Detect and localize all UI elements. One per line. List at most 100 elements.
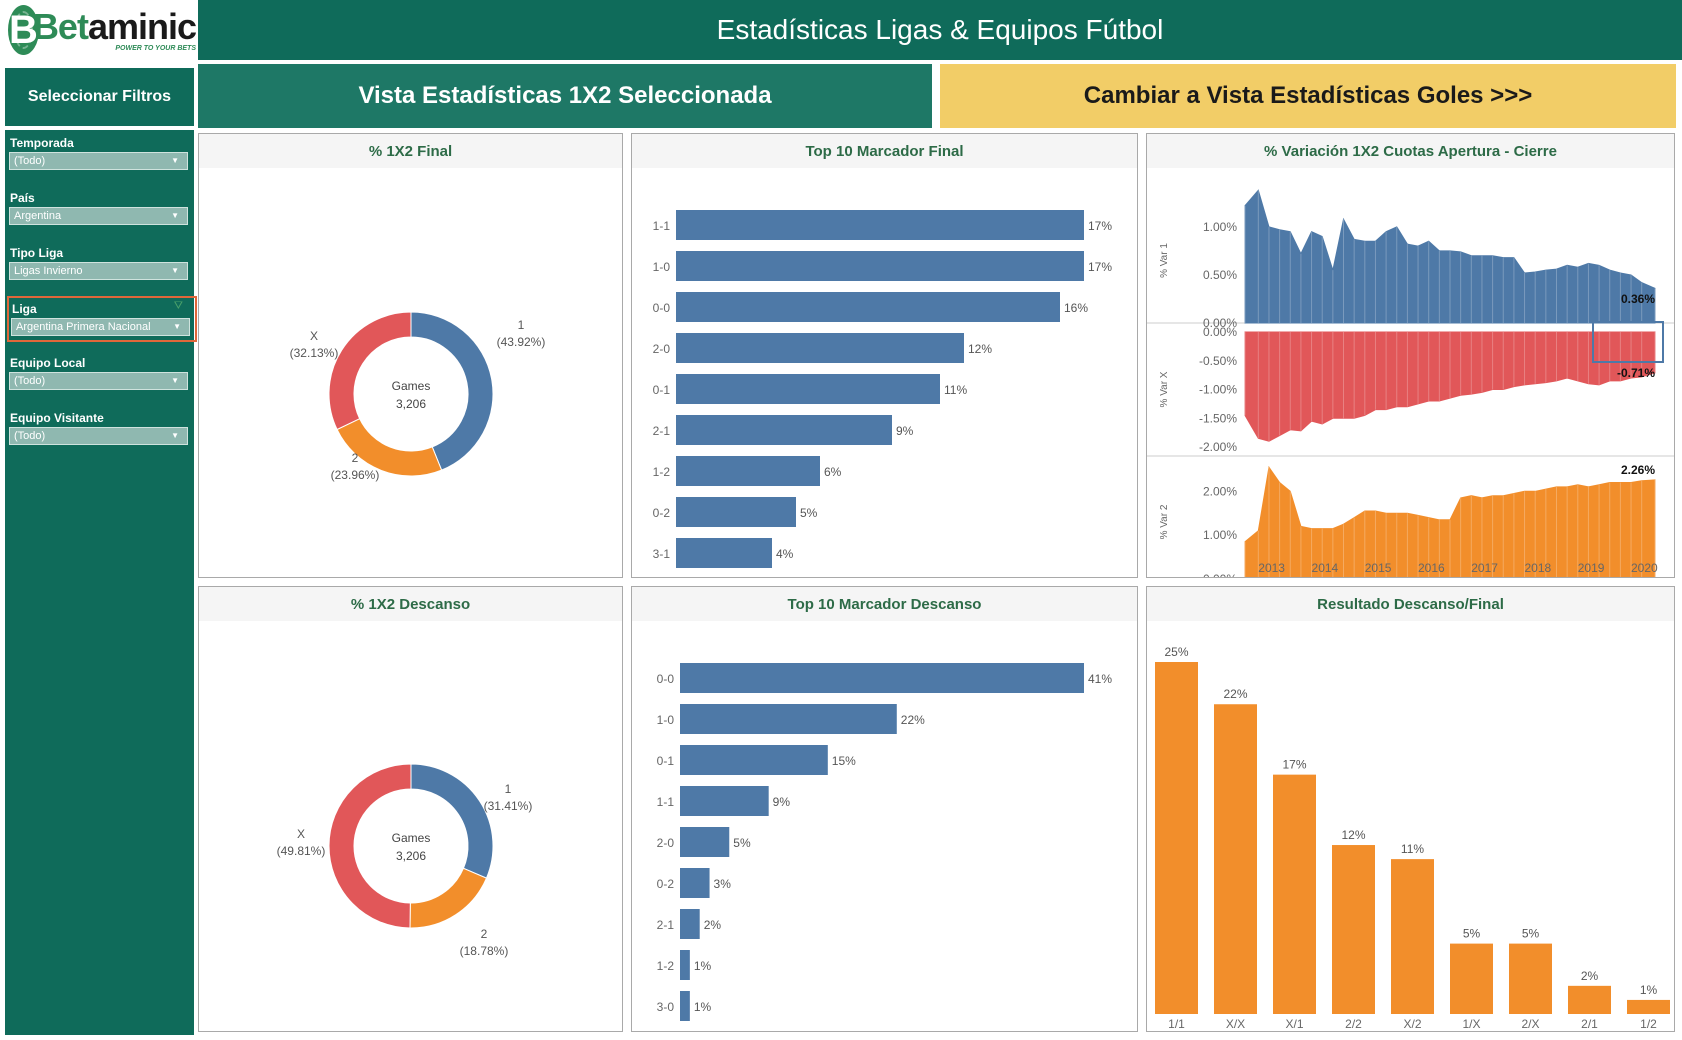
x-tick-label: 2014 — [1312, 561, 1339, 575]
slice-percent-label: (32.13%) — [290, 346, 339, 360]
end-value-label: -0.71% — [1617, 366, 1655, 380]
donut-descanso-chart: 1 (31.41%) 2 (18.78%) X (49.81%) Games 3,206 — [277, 763, 533, 958]
bar-2-0 — [680, 827, 730, 857]
dropdown-value: Ligas Invierno — [14, 265, 83, 277]
dropdown-arrow-icon: ▼ — [171, 266, 179, 275]
category-label: 0-1 — [653, 383, 671, 397]
category-label: 3-0 — [657, 1000, 675, 1014]
y-axis-title: % Var 2 — [1159, 504, 1170, 539]
filter-equipo-visitante: Equipo Visitante (Todo) ▼ — [9, 409, 190, 445]
betaminic-logo[interactable]: B Betaminic POWER TO YOUR BETS — [8, 2, 197, 58]
donut-slice-2 — [409, 867, 488, 929]
dropdown-arrow-icon: ▼ — [171, 156, 179, 165]
donut-center-value: 3,206 — [396, 397, 426, 411]
bar-1-1 — [680, 786, 769, 816]
bar-value-label: 11% — [944, 383, 967, 397]
category-label: 1/X — [1462, 1017, 1480, 1031]
tipo-liga-dropdown[interactable]: Ligas Invierno ▼ — [9, 262, 188, 280]
category-label: 3-1 — [653, 547, 671, 561]
equipo-visitante-dropdown[interactable]: (Todo) ▼ — [9, 427, 188, 445]
bar-value-label: 5% — [1522, 927, 1540, 941]
temporada-dropdown[interactable]: (Todo) ▼ — [9, 152, 188, 170]
highlight-box — [1592, 321, 1664, 363]
y-axis-title: % Var X — [1159, 371, 1170, 407]
tab-vista-1x2[interactable]: Vista Estadísticas 1X2 Seleccionada — [198, 64, 932, 128]
dropdown-value: (Todo) — [14, 430, 46, 442]
bar-value-label: 5% — [800, 506, 818, 520]
tab-vista-goles[interactable]: Cambiar a Vista Estadísticas Goles >>> — [940, 64, 1676, 128]
donut-slice-X — [328, 763, 412, 929]
bar-value-label: 3% — [714, 877, 732, 891]
area--var-1 — [1244, 189, 1656, 324]
bar-1-0 — [680, 704, 897, 734]
panel-variacion-cuotas: % Variación 1X2 Cuotas Apertura - Cierre… — [1146, 133, 1675, 578]
bar-1/2 — [1627, 999, 1670, 1014]
chart-title: Resultado Descanso/Final — [1147, 587, 1674, 621]
panel-top10-descanso: Top 10 Marcador Descanso 0-0 41% 1-0 22% 0-1… — [631, 586, 1138, 1032]
slice-percent-label: (43.92%) — [497, 335, 546, 349]
bar-2/X — [1509, 943, 1552, 1014]
bar-2-1 — [680, 909, 700, 939]
bar-2-0 — [676, 333, 964, 363]
filter-pais: País Argentina ▼ — [9, 189, 190, 225]
liga-dropdown[interactable]: Argentina Primera Nacional ▼ — [11, 318, 190, 336]
bar-value-label: 6% — [824, 465, 842, 479]
category-label: X/1 — [1285, 1017, 1303, 1031]
bar-value-label: 5% — [733, 836, 751, 850]
end-value-label: 0.36% — [1621, 292, 1655, 306]
category-label: 0-0 — [657, 672, 675, 686]
bar-value-label: 15% — [832, 754, 856, 768]
slice-name-label: X — [310, 329, 318, 343]
area--var-2 — [1244, 465, 1656, 577]
filter-label: Equipo Local — [10, 356, 86, 370]
bar-value-label: 22% — [901, 713, 925, 727]
category-label: 2-1 — [653, 424, 671, 438]
donut-final-chart: 1 (43.92%) 2 (23.96%) X (32.13%) Games 3,206 — [290, 311, 546, 482]
donut-center-label: Games — [392, 831, 431, 845]
x-tick-label: 2016 — [1418, 561, 1445, 575]
bar-value-label: 9% — [896, 424, 914, 438]
bar-value-label: 1% — [694, 1000, 712, 1014]
dropdown-value: (Todo) — [14, 375, 46, 387]
bar-value-label: 22% — [1223, 687, 1247, 701]
page-title: Estadísticas Ligas & Equipos Fútbol — [198, 0, 1682, 60]
category-label: 0-2 — [657, 877, 675, 891]
end-value-label: 2.26% — [1621, 463, 1655, 477]
y-tick-label: 0.00% — [1203, 572, 1237, 577]
bar-0-2 — [676, 497, 796, 527]
y-tick-label: -0.50% — [1199, 354, 1237, 368]
logo-tagline: POWER TO YOUR BETS — [115, 44, 196, 52]
y-axis-title: % Var 1 — [1159, 243, 1170, 278]
bar-0-0 — [676, 292, 1060, 322]
filter-liga: Liga ⛛ Argentina Primera Nacional ▼ — [7, 296, 197, 342]
chart-title: Top 10 Marcador Descanso — [632, 587, 1137, 621]
dropdown-arrow-icon: ▼ — [171, 431, 179, 440]
dropdown-arrow-icon: ▼ — [171, 376, 179, 385]
chart-title: Top 10 Marcador Final — [632, 134, 1137, 168]
slice-percent-label: (31.41%) — [484, 799, 533, 813]
ht-ft-bars-chart: 25% 1/1 22% X/X 17% X/1 12% 2/2 11% X/2 5% 1/X 5% 2/X… — [1155, 645, 1670, 1031]
bar-0-1 — [680, 745, 828, 775]
category-label: 1-2 — [657, 959, 675, 973]
bar-1-2 — [680, 950, 690, 980]
category-label: 0-1 — [657, 754, 675, 768]
bar-1/X — [1450, 943, 1493, 1014]
filter-label: Tipo Liga — [10, 246, 64, 260]
y-tick-label: 1.00% — [1203, 220, 1237, 234]
dropdown-arrow-icon: ▼ — [173, 322, 181, 331]
pais-dropdown[interactable]: Argentina ▼ — [9, 207, 188, 225]
bar-value-label: 11% — [1401, 842, 1424, 856]
logo-brand-part2: aminic — [87, 5, 197, 47]
clear-filter-icon[interactable]: ⛛ — [173, 300, 183, 312]
bar-value-label: 4% — [776, 547, 794, 561]
chart-title: % 1X2 Final — [199, 134, 622, 168]
donut-slice-X — [328, 311, 412, 431]
panel-1x2-descanso: % 1X2 Descanso 1 (31.41%) 2 (18.78%) X (49.81… — [198, 586, 623, 1032]
panel-1x2-final: % 1X2 Final 1 (43.92%) 2 (23.96%) X (32.13%) G… — [198, 133, 623, 578]
slice-name-label: X — [297, 827, 305, 841]
equipo-local-dropdown[interactable]: (Todo) ▼ — [9, 372, 188, 390]
category-label: X/X — [1226, 1017, 1245, 1031]
x-tick-label: 2015 — [1365, 561, 1392, 575]
filter-label: País — [10, 191, 35, 205]
donut-center-label: Games — [392, 379, 431, 393]
